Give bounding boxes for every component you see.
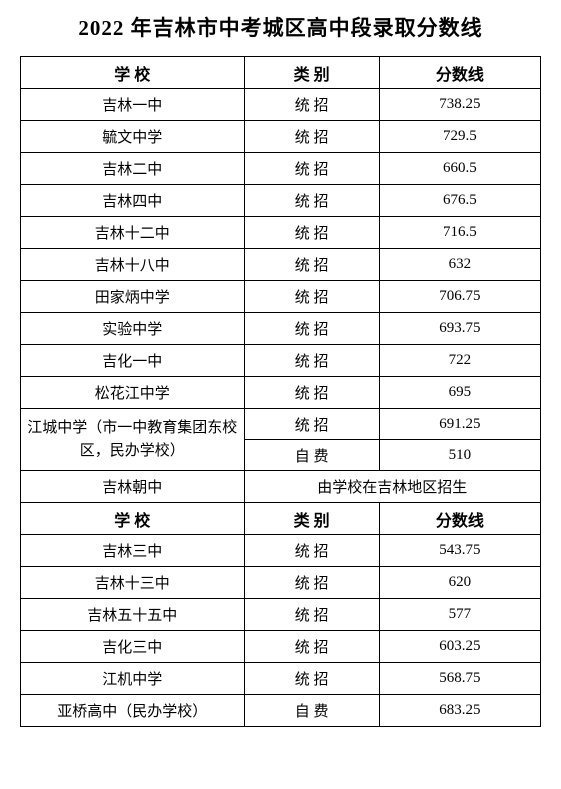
cell-type: 自 费 [244, 440, 379, 471]
cell-school: 江城中学（市一中教育集团东校区，民办学校） [21, 409, 245, 471]
cell-note: 由学校在吉林地区招生 [244, 471, 540, 503]
cell-type: 统 招 [244, 663, 379, 695]
table-row: 吉林四中统 招676.5 [21, 185, 541, 217]
score-table: 学 校类 别分数线吉林一中统 招738.25毓文中学统 招729.5吉林二中统 … [20, 56, 541, 727]
cell-type: 统 招 [244, 281, 379, 313]
cell-score: 568.75 [379, 663, 540, 695]
table-row: 吉化三中统 招603.25 [21, 631, 541, 663]
cell-score: 620 [379, 567, 540, 599]
header-school: 学 校 [21, 503, 245, 535]
table-row: 毓文中学统 招729.5 [21, 121, 541, 153]
cell-school: 亚桥高中（民办学校） [21, 695, 245, 727]
cell-school: 实验中学 [21, 313, 245, 345]
cell-type: 统 招 [244, 599, 379, 631]
table-row: 吉林十三中统 招620 [21, 567, 541, 599]
cell-type: 统 招 [244, 153, 379, 185]
table-row: 吉林十八中统 招632 [21, 249, 541, 281]
table-header-row: 学 校类 别分数线 [21, 57, 541, 89]
table-row: 吉化一中统 招722 [21, 345, 541, 377]
cell-score: 660.5 [379, 153, 540, 185]
cell-type: 统 招 [244, 409, 379, 440]
cell-score: 729.5 [379, 121, 540, 153]
table-row: 吉林二中统 招660.5 [21, 153, 541, 185]
cell-type: 统 招 [244, 249, 379, 281]
table-row: 吉林朝中由学校在吉林地区招生 [21, 471, 541, 503]
cell-score: 722 [379, 345, 540, 377]
cell-type: 统 招 [244, 567, 379, 599]
table-header-row: 学 校类 别分数线 [21, 503, 541, 535]
cell-school: 吉林五十五中 [21, 599, 245, 631]
cell-school: 吉林一中 [21, 89, 245, 121]
cell-score: 738.25 [379, 89, 540, 121]
cell-type: 统 招 [244, 121, 379, 153]
cell-score: 716.5 [379, 217, 540, 249]
cell-school: 吉林十八中 [21, 249, 245, 281]
cell-score: 676.5 [379, 185, 540, 217]
header-type: 类 别 [244, 503, 379, 535]
table-row: 吉林一中统 招738.25 [21, 89, 541, 121]
table-row: 吉林十二中统 招716.5 [21, 217, 541, 249]
cell-score: 543.75 [379, 535, 540, 567]
table-row: 实验中学统 招693.75 [21, 313, 541, 345]
page-title: 2022 年吉林市中考城区高中段录取分数线 [20, 12, 541, 42]
cell-school: 江机中学 [21, 663, 245, 695]
cell-score: 691.25 [379, 409, 540, 440]
table-body: 学 校类 别分数线吉林一中统 招738.25毓文中学统 招729.5吉林二中统 … [21, 57, 541, 727]
cell-type: 自 费 [244, 695, 379, 727]
cell-score: 693.75 [379, 313, 540, 345]
cell-score: 603.25 [379, 631, 540, 663]
table-row: 江城中学（市一中教育集团东校区，民办学校）统 招691.25 [21, 409, 541, 440]
cell-school: 吉林十三中 [21, 567, 245, 599]
cell-type: 统 招 [244, 377, 379, 409]
cell-school: 吉化一中 [21, 345, 245, 377]
cell-score: 683.25 [379, 695, 540, 727]
header-school: 学 校 [21, 57, 245, 89]
cell-school: 吉林三中 [21, 535, 245, 567]
cell-score: 632 [379, 249, 540, 281]
cell-type: 统 招 [244, 185, 379, 217]
cell-type: 统 招 [244, 345, 379, 377]
table-row: 吉林三中统 招543.75 [21, 535, 541, 567]
table-row: 田家炳中学统 招706.75 [21, 281, 541, 313]
cell-school: 松花江中学 [21, 377, 245, 409]
cell-school: 毓文中学 [21, 121, 245, 153]
header-score: 分数线 [379, 503, 540, 535]
cell-school: 吉化三中 [21, 631, 245, 663]
table-row: 亚桥高中（民办学校）自 费683.25 [21, 695, 541, 727]
cell-school: 吉林二中 [21, 153, 245, 185]
cell-school: 吉林十二中 [21, 217, 245, 249]
cell-school: 吉林朝中 [21, 471, 245, 503]
table-row: 松花江中学统 招695 [21, 377, 541, 409]
cell-type: 统 招 [244, 89, 379, 121]
cell-score: 695 [379, 377, 540, 409]
cell-school: 吉林四中 [21, 185, 245, 217]
header-score: 分数线 [379, 57, 540, 89]
cell-score: 510 [379, 440, 540, 471]
table-row: 江机中学统 招568.75 [21, 663, 541, 695]
table-row: 吉林五十五中统 招577 [21, 599, 541, 631]
cell-type: 统 招 [244, 631, 379, 663]
cell-score: 706.75 [379, 281, 540, 313]
cell-type: 统 招 [244, 217, 379, 249]
cell-score: 577 [379, 599, 540, 631]
cell-type: 统 招 [244, 535, 379, 567]
cell-school: 田家炳中学 [21, 281, 245, 313]
header-type: 类 别 [244, 57, 379, 89]
cell-type: 统 招 [244, 313, 379, 345]
